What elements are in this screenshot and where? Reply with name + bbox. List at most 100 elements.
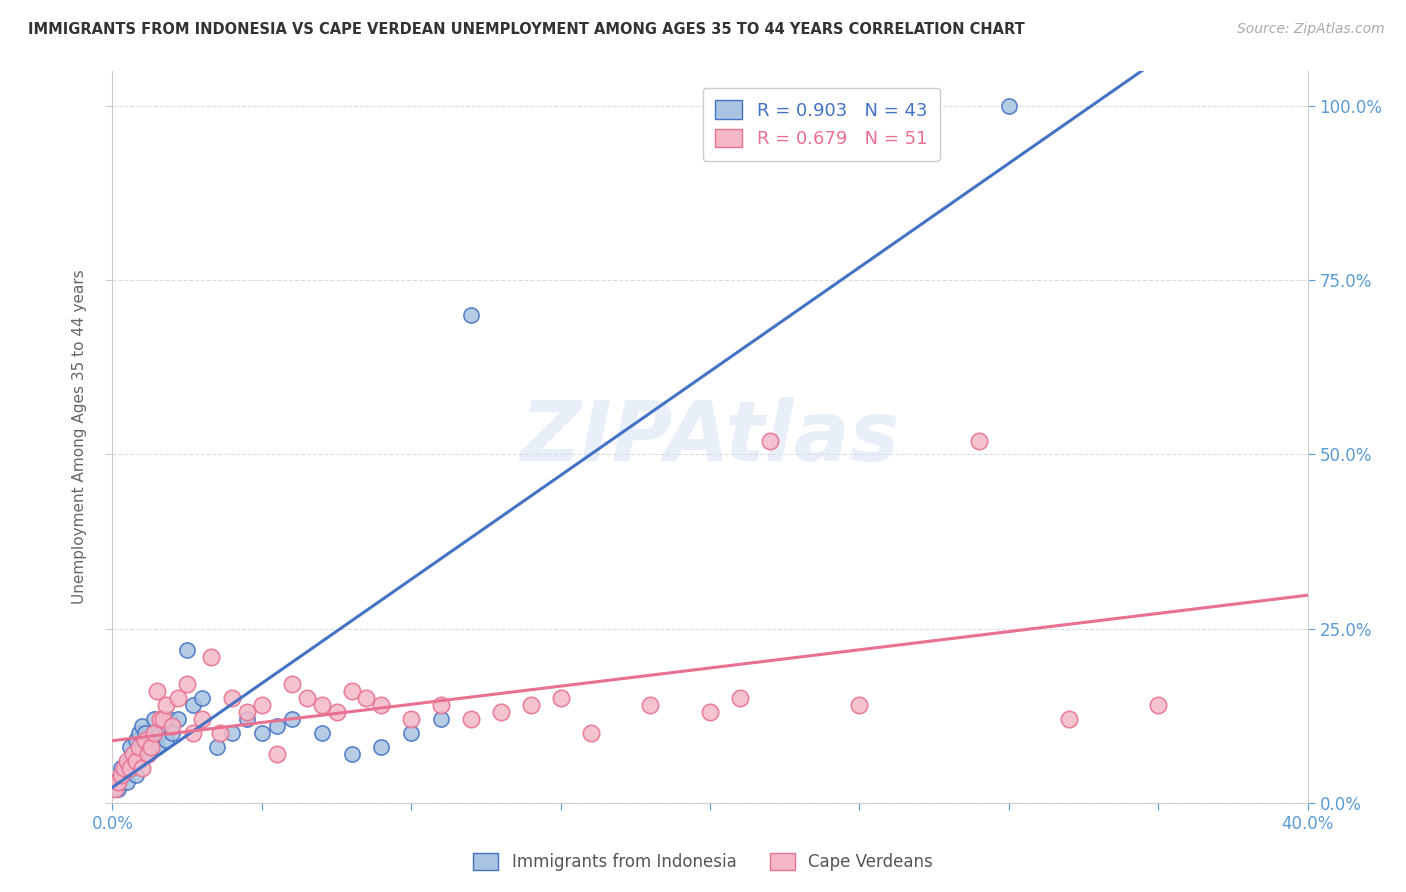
- Point: [200, 649, 222, 664]
- Point: [295, 691, 318, 706]
- Point: [281, 677, 304, 691]
- Point: [120, 740, 142, 755]
- Point: [908, 134, 931, 148]
- Point: [146, 740, 169, 755]
- Point: [122, 747, 145, 761]
- Point: [967, 434, 990, 448]
- Point: [266, 719, 288, 733]
- Point: [149, 712, 172, 726]
- Point: [152, 719, 174, 733]
- Legend: R = 0.903   N = 43, R = 0.679   N = 51: R = 0.903 N = 43, R = 0.679 N = 51: [703, 87, 941, 161]
- Point: [141, 733, 163, 747]
- Point: [340, 747, 363, 761]
- Point: [759, 434, 782, 448]
- Point: [122, 761, 145, 775]
- Point: [311, 726, 333, 740]
- Point: [430, 698, 453, 713]
- Point: [134, 726, 156, 740]
- Text: ZIPAtlas: ZIPAtlas: [520, 397, 900, 477]
- Point: [221, 726, 243, 740]
- Point: [181, 698, 204, 713]
- Point: [550, 691, 572, 706]
- Point: [128, 740, 150, 755]
- Point: [162, 719, 183, 733]
- Point: [191, 691, 214, 706]
- Point: [149, 726, 172, 740]
- Point: [401, 712, 423, 726]
- Point: [209, 726, 232, 740]
- Point: [325, 705, 347, 719]
- Point: [167, 712, 190, 726]
- Point: [128, 726, 150, 740]
- Point: [125, 733, 148, 747]
- Point: [191, 712, 214, 726]
- Point: [143, 726, 166, 740]
- Point: [131, 740, 153, 755]
- Point: [998, 99, 1021, 113]
- Point: [848, 698, 870, 713]
- Point: [340, 684, 363, 698]
- Point: [114, 768, 135, 782]
- Point: [138, 747, 160, 761]
- Point: [125, 768, 148, 782]
- Point: [221, 691, 243, 706]
- Point: [138, 747, 160, 761]
- Point: [579, 726, 602, 740]
- Point: [370, 698, 392, 713]
- Point: [520, 698, 543, 713]
- Point: [281, 712, 304, 726]
- Point: [699, 705, 721, 719]
- Text: Source: ZipAtlas.com: Source: ZipAtlas.com: [1237, 22, 1385, 37]
- Point: [155, 733, 177, 747]
- Point: [250, 726, 273, 740]
- Text: IMMIGRANTS FROM INDONESIA VS CAPE VERDEAN UNEMPLOYMENT AMONG AGES 35 TO 44 YEARS: IMMIGRANTS FROM INDONESIA VS CAPE VERDEA…: [28, 22, 1025, 37]
- Point: [236, 712, 259, 726]
- Point: [266, 747, 288, 761]
- Point: [236, 705, 259, 719]
- Point: [176, 642, 198, 657]
- Point: [176, 677, 198, 691]
- Point: [311, 698, 333, 713]
- Point: [489, 705, 512, 719]
- Point: [356, 691, 378, 706]
- Point: [120, 754, 142, 768]
- Point: [131, 761, 153, 775]
- Point: [460, 712, 482, 726]
- Point: [167, 691, 190, 706]
- Point: [181, 726, 204, 740]
- Point: [104, 775, 127, 789]
- Point: [125, 754, 148, 768]
- Point: [430, 712, 453, 726]
- Point: [1057, 712, 1080, 726]
- Point: [146, 684, 169, 698]
- Point: [460, 308, 482, 322]
- Y-axis label: Unemployment Among Ages 35 to 44 years: Unemployment Among Ages 35 to 44 years: [72, 269, 87, 605]
- Point: [205, 740, 228, 755]
- Point: [401, 726, 423, 740]
- Point: [107, 775, 129, 789]
- Point: [110, 761, 132, 775]
- Point: [128, 754, 150, 768]
- Point: [250, 698, 273, 713]
- Point: [134, 733, 156, 747]
- Point: [117, 775, 139, 789]
- Point: [117, 754, 139, 768]
- Point: [155, 698, 177, 713]
- Point: [107, 781, 129, 796]
- Point: [120, 761, 142, 775]
- Point: [157, 712, 180, 726]
- Point: [143, 712, 166, 726]
- Point: [110, 768, 132, 782]
- Point: [162, 726, 183, 740]
- Point: [1147, 698, 1170, 713]
- Point: [370, 740, 392, 755]
- Point: [104, 781, 127, 796]
- Legend: Immigrants from Indonesia, Cape Verdeans: Immigrants from Indonesia, Cape Verdeans: [465, 845, 941, 880]
- Point: [141, 740, 163, 755]
- Point: [640, 698, 662, 713]
- Point: [114, 761, 135, 775]
- Point: [131, 719, 153, 733]
- Point: [122, 747, 145, 761]
- Point: [728, 691, 751, 706]
- Point: [152, 712, 174, 726]
